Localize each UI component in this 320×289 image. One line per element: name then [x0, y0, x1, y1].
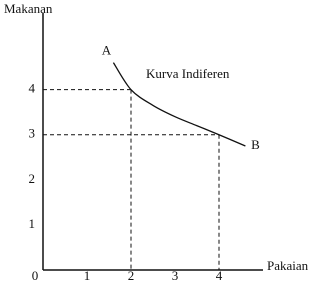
- x-tick-label: 0: [32, 268, 39, 283]
- indifference-curve: [112, 62, 246, 147]
- point-label: A: [102, 43, 112, 58]
- y-tick-label: 2: [29, 171, 36, 186]
- y-tick-label: 4: [29, 81, 36, 96]
- x-axis-label: Pakaian: [267, 258, 309, 273]
- x-tick-label: 1: [84, 268, 91, 283]
- x-tick-label: 4: [216, 268, 223, 283]
- y-axis-label: Makanan: [4, 1, 53, 16]
- x-tick-label: 2: [128, 268, 135, 283]
- y-tick-label: 1: [29, 216, 36, 231]
- y-tick-label: 3: [29, 126, 36, 141]
- annotation: Kurva Indiferen: [146, 66, 230, 81]
- point-label: B: [251, 137, 260, 152]
- x-tick-label: 3: [172, 268, 179, 283]
